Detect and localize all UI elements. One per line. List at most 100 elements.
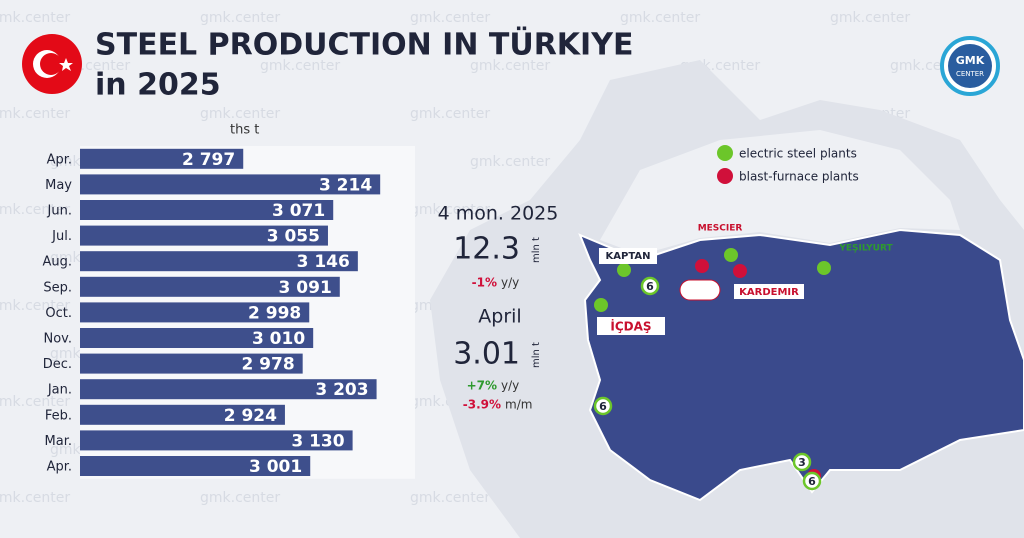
bar — [80, 200, 334, 220]
plant-marker — [724, 248, 738, 262]
stat-change-unit: y/y — [501, 276, 519, 290]
stat-value: 12.3 — [453, 232, 520, 267]
watermark: gmk.center — [260, 58, 340, 74]
stat-change: +7% — [467, 379, 497, 393]
plant-marker — [733, 264, 747, 278]
stat-change-unit: y/y — [501, 379, 519, 393]
watermark: gmk.center — [410, 490, 490, 506]
bar-chart: Apr. 2 797 May 3 214 Jun. 3 071 Jul. 3 055 Aug. 3… — [42, 146, 415, 479]
plant-count — [640, 276, 660, 296]
value-label: 3 146 — [297, 252, 350, 272]
watermark: gmk.center — [0, 202, 70, 218]
y-tick-label: Dec. — [43, 357, 72, 372]
value-label: 2 978 — [241, 355, 294, 375]
subtitle: in 2025 — [95, 68, 221, 103]
bar — [80, 251, 358, 272]
plant-count — [593, 396, 613, 416]
plant-count — [792, 452, 812, 472]
watermark: gmk.center — [410, 106, 490, 122]
bar — [80, 148, 244, 169]
plant-marker — [695, 259, 709, 273]
unit-label: ths t — [230, 123, 259, 138]
bar — [80, 225, 328, 246]
stat-change: -3.9% — [463, 398, 501, 412]
company-label: İÇDAŞ — [610, 319, 651, 334]
stat-period: 4 mon. 2025 — [438, 203, 559, 225]
value-label: 2 797 — [182, 150, 235, 170]
y-tick-label: May — [45, 178, 72, 193]
legend-marker — [717, 145, 733, 161]
y-tick-label: Jul. — [51, 229, 72, 244]
y-tick-label: Apr. — [47, 152, 72, 167]
value-label: 2 998 — [248, 303, 301, 323]
bar — [80, 456, 311, 476]
watermark: gmk.center — [620, 10, 700, 26]
plant-count-label: 6 — [599, 400, 607, 413]
plants: 6 6 3 6 — [593, 248, 831, 491]
watermark: gmk.center — [830, 10, 910, 26]
company-logo — [679, 279, 721, 301]
bar — [80, 276, 340, 297]
value-label: 3 203 — [315, 380, 368, 400]
stat-value: 3.01 — [453, 337, 520, 372]
value-label: 3 130 — [291, 431, 344, 451]
bar — [80, 302, 310, 323]
value-label: 3 091 — [279, 278, 332, 298]
y-tick-label: Mar. — [45, 434, 72, 449]
value-label: 3 055 — [267, 227, 320, 247]
plant-count-label: 3 — [798, 456, 806, 469]
stat-period: April — [478, 306, 521, 328]
value-label: 3 071 — [272, 201, 325, 221]
watermark: gmk.center — [200, 10, 280, 26]
bar — [80, 379, 377, 400]
watermark: gmk.center — [410, 202, 490, 218]
company-box — [599, 248, 657, 264]
watermark: gmk.center — [470, 58, 550, 74]
watermark: gmk.center — [0, 298, 70, 314]
company-label: MESCIER — [698, 224, 743, 234]
legend-label: blast-furnace plants — [739, 170, 859, 184]
y-tick-label: Jan. — [47, 383, 72, 398]
watermark: gmk.center — [0, 10, 70, 26]
watermark: gmk.center — [0, 490, 70, 506]
legend-label: electric steel plants — [739, 147, 857, 161]
bar — [80, 430, 353, 451]
company-label: YEŞILYURT — [838, 244, 893, 254]
watermark: gmk.center — [410, 10, 490, 26]
watermark: gmk.center — [200, 106, 280, 122]
black-sea — [600, 130, 960, 255]
watermark: gmk.center — [0, 394, 70, 410]
y-tick-label: Oct. — [45, 306, 72, 321]
plant-marker — [817, 261, 831, 275]
value-label: 3 214 — [319, 175, 372, 195]
title: STEEL PRODUCTION IN TÜRKIYE — [95, 26, 633, 63]
y-tick-label: Feb. — [45, 408, 72, 423]
plant-marker — [617, 263, 631, 277]
y-tick-label: Jun. — [47, 204, 72, 219]
flag-moon — [40, 53, 62, 75]
plant-count-label: 6 — [646, 280, 654, 293]
y-tick-label: Sep. — [43, 280, 72, 295]
watermark: gmk.center — [470, 154, 550, 170]
logo — [948, 44, 992, 88]
y-tick-label: Aug. — [42, 255, 72, 270]
plant-marker — [594, 298, 608, 312]
bar — [80, 404, 285, 425]
logo-text: CENTER — [956, 70, 984, 78]
plant-count — [802, 471, 822, 491]
stat-unit: mln t — [531, 342, 542, 368]
plant-count-label: 6 — [808, 475, 816, 488]
legend-marker — [717, 168, 733, 184]
company-label: KARDEMIR — [739, 287, 799, 298]
bar — [80, 328, 314, 348]
company-box — [734, 284, 804, 299]
y-tick-label: Apr. — [47, 460, 72, 475]
flag-star — [59, 58, 73, 71]
stat-change-unit: m/m — [505, 398, 532, 412]
stat-unit: mln t — [531, 237, 542, 263]
watermark: gmk.center — [200, 490, 280, 506]
bar — [80, 174, 381, 195]
logo-text: GMK — [956, 54, 985, 67]
value-label: 2 924 — [224, 406, 277, 426]
